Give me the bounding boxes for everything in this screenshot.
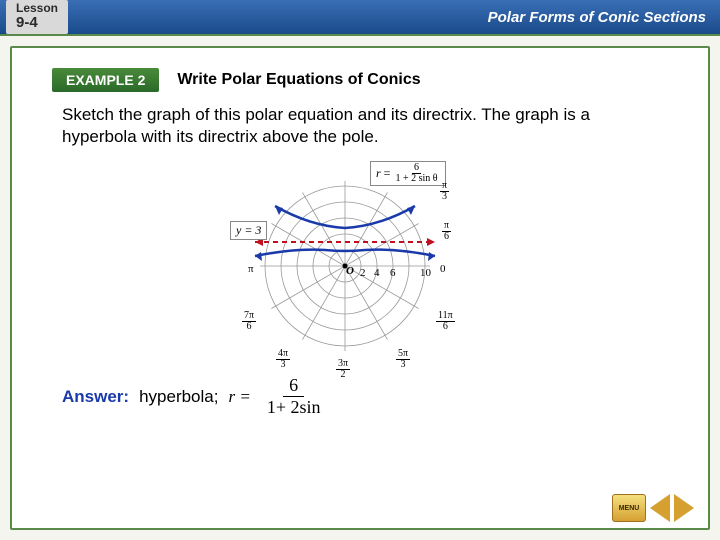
next-arrow-icon[interactable]	[674, 494, 694, 522]
answer-row: Answer: hyperbola; r = 6 1+ 2sin	[62, 375, 658, 418]
answer-fraction: 6 1+ 2sin	[261, 375, 327, 418]
answer-text: hyperbola;	[139, 387, 218, 407]
page-inner: EXAMPLE 2 Write Polar Equations of Conic…	[10, 46, 710, 530]
lesson-badge: Lesson 9-4	[6, 0, 68, 34]
angle-7pi6: 7π6	[242, 309, 256, 332]
axis-pi: π	[248, 263, 254, 275]
example-title: Write Polar Equations of Conics	[177, 71, 420, 89]
angle-4pi3: 4π3	[276, 347, 290, 370]
angle-pi6: π6	[442, 219, 451, 242]
polar-graph: r = 61 + 2 sin θ y = 3 O 0 π 2 4 6 10 π3…	[12, 154, 708, 369]
angle-5pi3: 5π3	[396, 347, 410, 370]
body-text: Sketch the graph of this polar equation …	[62, 104, 658, 148]
axis-zero: 0	[440, 263, 446, 275]
polar-svg	[210, 154, 510, 364]
header-title: Polar Forms of Conic Sections	[488, 9, 706, 26]
directrix-label: y = 3	[230, 221, 267, 240]
prev-arrow-icon[interactable]	[650, 494, 670, 522]
example-badge: EXAMPLE 2	[52, 68, 159, 92]
rtick-2: 2	[360, 267, 366, 279]
angle-3pi2: 3π2	[336, 357, 350, 380]
rtick-4: 4	[374, 267, 380, 279]
graph-equation-box: r = 61 + 2 sin θ	[370, 161, 446, 186]
footer-nav: MENU	[612, 494, 694, 522]
angle-pi3: π3	[440, 179, 449, 202]
example-row: EXAMPLE 2 Write Polar Equations of Conic…	[12, 68, 708, 92]
lesson-number: 9-4	[16, 15, 58, 32]
answer-eq-lhs: r =	[228, 387, 250, 407]
rtick-10: 10	[420, 267, 431, 279]
answer-label: Answer:	[62, 387, 129, 407]
page: EXAMPLE 2 Write Polar Equations of Conic…	[0, 34, 720, 540]
menu-button[interactable]: MENU	[612, 494, 646, 522]
origin-label: O	[346, 265, 354, 277]
rtick-6: 6	[390, 267, 396, 279]
angle-11pi6: 11π6	[436, 309, 455, 332]
header-bar: Lesson 9-4 Polar Forms of Conic Sections	[0, 0, 720, 34]
